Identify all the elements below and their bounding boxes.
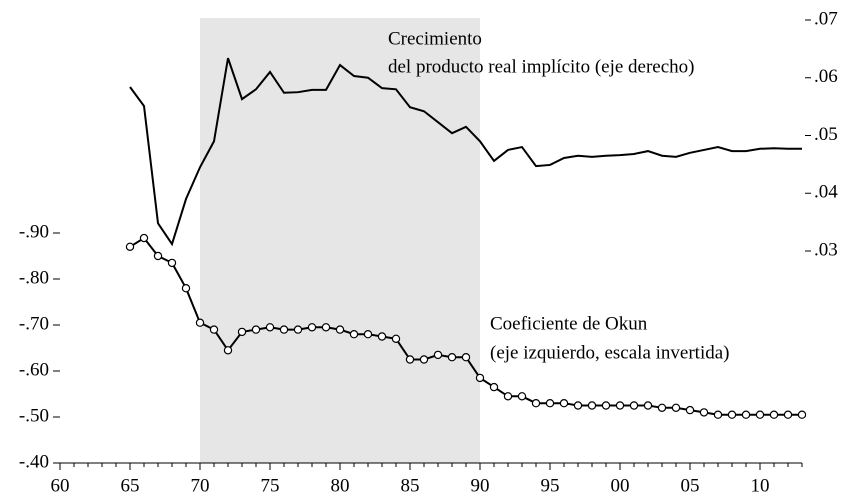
annotation: Crecimiento	[388, 28, 482, 49]
point-marker	[209, 325, 219, 334]
point-marker	[573, 401, 583, 410]
point-marker	[405, 355, 415, 364]
point-marker	[685, 405, 695, 415]
y2-tick-label: .06	[814, 66, 838, 87]
annotation: Coeficiente de Okun	[490, 313, 648, 334]
point-marker	[783, 410, 793, 419]
point-marker	[195, 318, 205, 327]
series-line	[129, 57, 802, 247]
point-marker	[223, 346, 233, 355]
point-marker	[167, 258, 177, 268]
point-marker	[601, 401, 611, 410]
point-marker	[279, 325, 289, 334]
y2-tick-label: .05	[814, 124, 838, 145]
y-tick-label: -.70	[19, 313, 49, 334]
point-marker	[531, 399, 541, 408]
point-marker	[503, 392, 513, 401]
point-marker	[349, 330, 359, 339]
y2-tick-label: .07	[814, 8, 838, 29]
point-marker	[699, 408, 709, 417]
point-marker	[643, 401, 653, 410]
point-marker	[335, 325, 345, 334]
point-marker	[727, 410, 737, 419]
x-tick-label: 05	[681, 475, 700, 496]
point-marker	[377, 332, 387, 341]
point-marker	[391, 334, 401, 343]
x-tick-label: 80	[331, 475, 350, 496]
point-marker	[489, 382, 499, 392]
point-marker	[461, 353, 471, 362]
y-tick-label: -.80	[19, 267, 49, 288]
point-marker	[237, 327, 247, 337]
point-marker	[419, 355, 429, 364]
point-marker	[769, 410, 779, 419]
point-marker	[741, 410, 751, 419]
x-tick-label: 00	[611, 475, 630, 496]
x-tick-label: 95	[541, 475, 560, 496]
point-marker	[797, 410, 807, 419]
x-tick-label: 70	[191, 475, 210, 496]
point-marker	[657, 403, 667, 412]
point-marker	[307, 323, 317, 332]
y-tick-label: -.90	[19, 221, 49, 242]
y-tick-label: -.50	[19, 405, 49, 426]
y-tick-label: -.60	[19, 359, 49, 380]
point-marker	[433, 350, 443, 360]
point-marker	[321, 323, 331, 332]
point-marker	[251, 325, 261, 334]
point-marker	[447, 353, 457, 362]
point-marker	[545, 399, 555, 408]
point-marker	[293, 325, 303, 334]
point-marker	[475, 373, 485, 383]
point-marker	[363, 330, 373, 339]
point-marker	[181, 284, 191, 293]
point-marker	[153, 251, 163, 261]
x-tick-label: 75	[261, 475, 280, 496]
point-marker	[713, 410, 723, 419]
x-tick-label: 10	[751, 475, 770, 496]
x-tick-label: 85	[401, 475, 420, 496]
point-marker	[139, 233, 149, 243]
point-marker	[587, 401, 597, 410]
x-tick-label: 90	[471, 475, 490, 496]
point-marker	[517, 392, 527, 401]
x-tick-label: 60	[51, 475, 70, 496]
annotation: (eje izquierdo, escala invertida)	[490, 342, 730, 363]
x-tick-label: 65	[121, 475, 140, 496]
point-marker	[755, 410, 765, 419]
y-tick-label: -.40	[19, 451, 49, 472]
annotation: del producto real implícito (eje derecho…	[388, 56, 695, 77]
y2-tick-label: .04	[814, 182, 838, 203]
shaded-region	[200, 18, 480, 463]
point-marker	[265, 323, 275, 332]
point-marker	[559, 399, 569, 408]
point-marker	[671, 403, 681, 412]
y2-tick-label: .03	[814, 239, 838, 260]
point-marker	[629, 401, 639, 410]
point-marker	[615, 401, 625, 410]
point-marker	[125, 242, 135, 251]
